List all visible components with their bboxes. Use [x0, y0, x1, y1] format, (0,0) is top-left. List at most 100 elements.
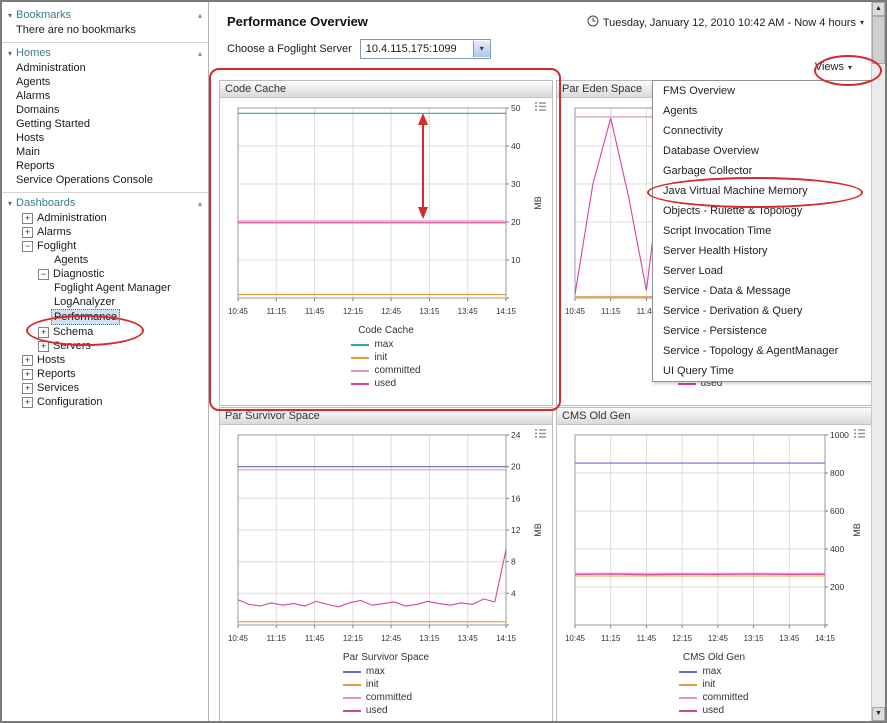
tree-item-foglight-agent-manager[interactable]: Foglight Agent Manager [2, 281, 208, 295]
chart-options-icon[interactable] [853, 428, 866, 442]
sidebar-item-reports[interactable]: Reports [2, 159, 208, 173]
menu-item-script-invocation-time[interactable]: Script Invocation Time [653, 221, 875, 241]
vertical-scrollbar[interactable]: ▲ ▼ [871, 2, 885, 721]
section-collapse-icon[interactable]: ▴ [198, 49, 202, 58]
legend-item-committed: committed [343, 691, 429, 704]
svg-text:40: 40 [511, 141, 521, 151]
tree-item-loganalyzer[interactable]: LogAnalyzer [2, 295, 208, 309]
chart-options-icon[interactable] [534, 101, 547, 115]
svg-text:MB: MB [533, 196, 543, 210]
menu-item-server-load[interactable]: Server Load [653, 261, 875, 281]
scroll-up-icon[interactable]: ▲ [872, 2, 885, 16]
chart-options-icon[interactable] [534, 428, 547, 442]
homes-section-header[interactable]: ▾ Homes ▴ [2, 44, 208, 61]
svg-text:400: 400 [830, 544, 844, 554]
svg-text:14:15: 14:15 [815, 634, 836, 643]
expand-icon[interactable]: + [22, 397, 33, 408]
sidebar-item-getting-started[interactable]: Getting Started [2, 117, 208, 131]
expand-icon[interactable]: + [22, 369, 33, 380]
tree-item-configuration[interactable]: +Configuration [2, 395, 208, 409]
tree-item-foglight[interactable]: −Foglight [2, 239, 208, 253]
expand-icon[interactable]: + [22, 355, 33, 366]
svg-text:600: 600 [830, 506, 844, 516]
menu-item-database-overview[interactable]: Database Overview [653, 141, 875, 161]
menu-item-server-health-history[interactable]: Server Health History [653, 241, 875, 261]
chevron-down-icon: ▾ [8, 49, 12, 58]
expand-icon[interactable]: + [22, 227, 33, 238]
sidebar-item-agents[interactable]: Agents [2, 75, 208, 89]
page-title: Performance Overview [227, 14, 368, 29]
svg-text:MB: MB [533, 523, 543, 537]
views-dropdown-menu: FMS OverviewAgentsConnectivityDatabase O… [652, 80, 876, 382]
tree-item-agents[interactable]: Agents [2, 253, 208, 267]
menu-item-service-derivation-query[interactable]: Service - Derivation & Query [653, 301, 875, 321]
scrollbar-thumb[interactable] [872, 16, 885, 64]
collapse-icon[interactable]: − [38, 269, 49, 280]
chart-panel-cms-old-gen: CMS Old Gen 10:4511:1511:4512:1512:4513:… [556, 407, 872, 723]
tree-item-label: Servers [53, 339, 91, 353]
sidebar-item-administration[interactable]: Administration [2, 61, 208, 75]
svg-text:11:45: 11:45 [305, 307, 325, 316]
server-select[interactable]: 10.4.115.175:1099 ▾ [360, 39, 491, 59]
expand-icon[interactable]: + [22, 383, 33, 394]
time-range-selector[interactable]: Tuesday, January 12, 2010 10:42 AM - Now… [587, 15, 864, 30]
sidebar-item-domains[interactable]: Domains [2, 103, 208, 117]
svg-text:12:45: 12:45 [708, 634, 729, 643]
tree-item-performance[interactable]: Performance [2, 309, 208, 325]
section-collapse-icon[interactable]: ▴ [198, 11, 202, 20]
legend-swatch [343, 684, 361, 686]
dropdown-arrow-icon[interactable]: ▾ [473, 41, 490, 57]
tree-item-label: Hosts [37, 353, 65, 367]
scroll-down-icon[interactable]: ▼ [872, 707, 885, 721]
menu-item-service-persistence[interactable]: Service - Persistence [653, 321, 875, 341]
menu-item-garbage-collector[interactable]: Garbage Collector [653, 161, 875, 181]
tree-item-diagnostic[interactable]: −Diagnostic [2, 267, 208, 281]
dashboards-section-header[interactable]: ▾ Dashboards ▴ [2, 194, 208, 211]
menu-item-ui-query-time[interactable]: UI Query Time [653, 361, 875, 381]
tree-item-label: Agents [54, 253, 88, 267]
svg-text:800: 800 [830, 468, 844, 478]
bookmarks-section-header[interactable]: ▾ Bookmarks ▴ [2, 6, 208, 23]
svg-text:4: 4 [511, 588, 516, 598]
expand-icon[interactable]: + [38, 327, 49, 338]
sidebar-item-hosts[interactable]: Hosts [2, 131, 208, 145]
tree-item-label: Alarms [37, 225, 71, 239]
svg-text:10:45: 10:45 [565, 307, 586, 316]
menu-item-java-virtual-machine-memory[interactable]: Java Virtual Machine Memory [653, 181, 875, 201]
tree-item-reports[interactable]: + Reports [2, 367, 208, 381]
legend-swatch [679, 710, 697, 712]
expand-icon[interactable]: + [38, 341, 49, 352]
chart-panel-title: Code Cache [220, 81, 552, 98]
collapse-icon[interactable]: − [22, 241, 33, 252]
svg-text:12:15: 12:15 [343, 307, 364, 316]
tree-item-hosts[interactable]: + Hosts [2, 353, 208, 367]
section-collapse-icon[interactable]: ▴ [198, 199, 202, 208]
tree-item-services[interactable]: + Services [2, 381, 208, 395]
sidebar-item-service-operations-console[interactable]: Service Operations Console [2, 173, 208, 187]
sidebar-item-main[interactable]: Main [2, 145, 208, 159]
menu-item-objects-rulette-topology[interactable]: Objects - Rulette & Topology [653, 201, 875, 221]
chart-canvas: 10:4511:1511:4512:1512:4513:1513:4514:15… [224, 102, 548, 323]
legend-swatch [343, 697, 361, 699]
svg-text:11:15: 11:15 [601, 634, 621, 643]
views-button[interactable]: Views ▾ [815, 61, 852, 73]
menu-item-service-data-message[interactable]: Service - Data & Message [653, 281, 875, 301]
dashboards-tree: +Administration+Alarms−FoglightAgents−Di… [2, 211, 208, 409]
clock-icon [587, 15, 599, 30]
tree-item-alarms[interactable]: + Alarms [2, 225, 208, 239]
menu-item-service-topology-agentmanager[interactable]: Service - Topology & AgentManager [653, 341, 875, 361]
tree-item-label: Services [37, 381, 79, 395]
sidebar-item-alarms[interactable]: Alarms [2, 89, 208, 103]
menu-item-agents[interactable]: Agents [653, 101, 875, 121]
tree-item-label: Reports [37, 367, 76, 381]
tree-item-servers[interactable]: + Servers [2, 339, 208, 353]
legend-swatch [679, 697, 697, 699]
chart-legend: Par Survivor Spacemaxinitcommittedused [343, 652, 429, 717]
menu-item-connectivity[interactable]: Connectivity [653, 121, 875, 141]
svg-text:10:45: 10:45 [228, 634, 249, 643]
tree-item-schema[interactable]: +Schema [2, 325, 208, 339]
expand-icon[interactable]: + [22, 213, 33, 224]
svg-text:30: 30 [511, 179, 521, 189]
tree-item-administration[interactable]: +Administration [2, 211, 208, 225]
menu-item-fms-overview[interactable]: FMS Overview [653, 81, 875, 101]
